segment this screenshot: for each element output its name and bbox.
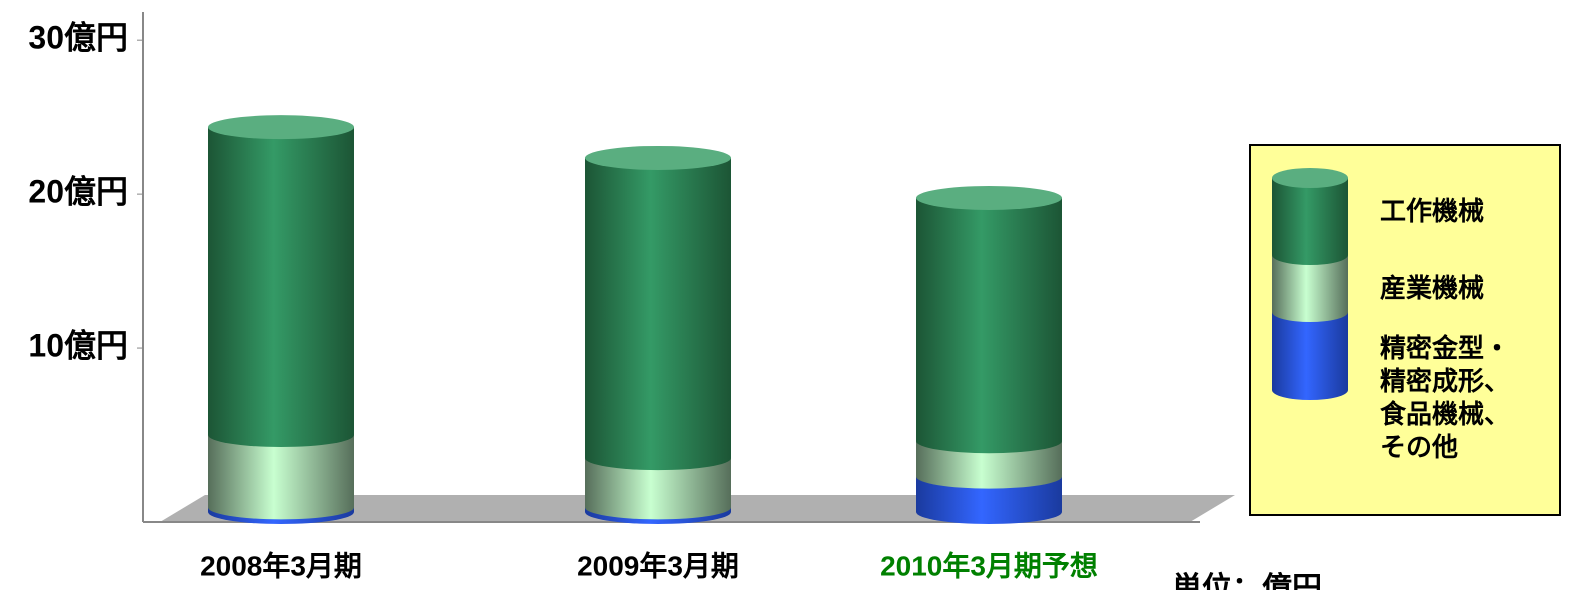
cylinder-top (585, 145, 731, 170)
y-tick-label: 20億円 (28, 174, 128, 210)
legend-label: 工作機械 (1380, 196, 1485, 226)
cylinder-segment (208, 435, 354, 520)
cylinder-segment (208, 127, 354, 448)
x-tick-label: 2009年3月期 (577, 549, 739, 581)
unit-label: 単位：億円 (1172, 571, 1322, 590)
legend-swatch (1272, 312, 1348, 400)
x-tick-label: 2008年3月期 (200, 549, 362, 581)
legend-label: 精密金型・精密成形、食品機械、その他 (1380, 333, 1511, 462)
legend-swatch-top (1272, 168, 1348, 188)
cylinder-segment (585, 157, 731, 471)
x-tick-label: 2010年3月期予想 (880, 549, 1098, 581)
legend-swatch (1272, 255, 1348, 322)
cylinder-top (916, 185, 1062, 210)
legend-label: 産業機械 (1380, 273, 1485, 303)
y-tick-label: 30億円 (28, 20, 128, 56)
legend-swatch (1272, 178, 1348, 265)
y-tick-label: 10億円 (28, 328, 128, 364)
cylinder-segment (916, 197, 1062, 454)
cylinder-segment (585, 458, 731, 520)
cylinder-segment (916, 441, 1062, 489)
cylinder-segment (916, 476, 1062, 524)
cylinder-top (208, 115, 354, 140)
